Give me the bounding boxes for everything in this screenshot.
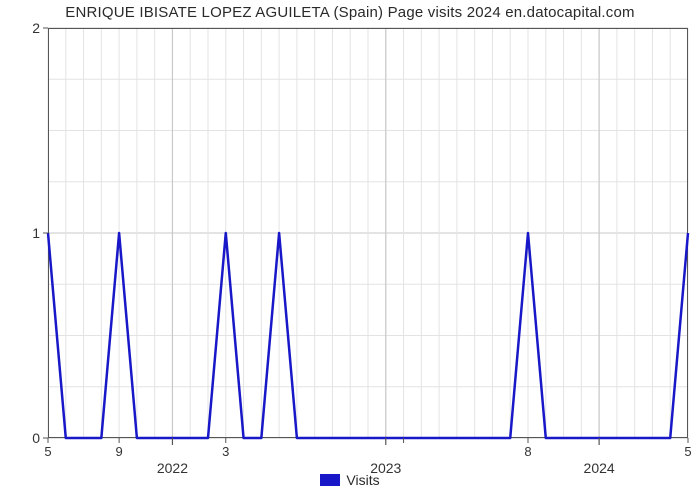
chart-legend: Visits [0,472,700,488]
legend-label: Visits [346,472,379,488]
chart-title: ENRIQUE IBISATE LOPEZ AGUILETA (Spain) P… [0,4,700,21]
chart-plot-area [48,28,688,438]
legend-swatch [320,474,340,486]
